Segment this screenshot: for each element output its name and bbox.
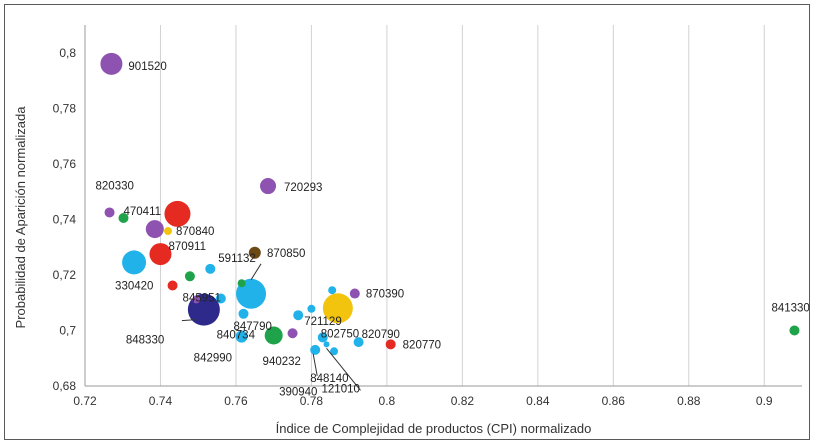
data-label: 940232 <box>263 356 301 368</box>
data-label: 820790 <box>362 329 400 341</box>
x-tick-label: 0.74 <box>149 394 173 408</box>
x-tick-label: 0.8 <box>379 394 396 408</box>
leader-line <box>326 348 361 391</box>
bubble-point <box>322 293 353 324</box>
data-label: 720293 <box>284 182 322 194</box>
bubble-point <box>293 310 304 321</box>
data-label: 848140 <box>310 373 348 385</box>
chart-frame: 0.72 0.74 0.76 0.78 0.8 0.82 0.84 0.86 0.88 0.9 0… <box>4 4 810 440</box>
y-tick-label: 0,72 <box>53 268 77 282</box>
bubble-point <box>184 271 195 282</box>
x-tick-label: 0.72 <box>73 394 97 408</box>
bubble-point <box>164 200 191 227</box>
x-tick-label: 0.78 <box>300 394 324 408</box>
bubble-point <box>118 212 129 223</box>
bubble-point <box>205 263 216 274</box>
bubble-point <box>260 178 277 195</box>
x-tick-label: 0.86 <box>602 394 626 408</box>
bubble-point <box>192 295 201 304</box>
data-label: 847790 <box>233 321 271 333</box>
bubble-point <box>100 52 123 75</box>
bubble-point <box>328 286 337 295</box>
bubble-point <box>248 246 261 259</box>
bubble-point <box>149 243 172 266</box>
bubble-point <box>317 332 328 343</box>
x-tick-label: 0.88 <box>677 394 701 408</box>
bubble-point <box>164 227 173 236</box>
y-tick-label: 0,68 <box>53 379 77 393</box>
leader-line <box>312 353 318 376</box>
bubble-point <box>287 328 298 339</box>
bubble-point <box>353 337 364 348</box>
y-tick-labels: 0,68 0,7 0,72 0,74 0,76 0,78 0,8 <box>53 46 77 393</box>
bubble-point <box>330 347 339 356</box>
data-label: 121010 <box>322 383 360 395</box>
bubble-point <box>310 344 321 355</box>
data-label: 802750 <box>321 328 359 340</box>
data-label: 842990 <box>194 352 232 364</box>
bubble-point <box>104 207 115 218</box>
x-axis-title: Índice de Complejidad de productos (CPI)… <box>276 421 592 436</box>
bubble-point <box>237 279 246 288</box>
data-label: 820330 <box>96 180 134 192</box>
bubble-point <box>349 288 360 299</box>
data-label: 470411 <box>123 206 161 218</box>
leader-line <box>181 319 196 322</box>
leader-line <box>250 263 262 281</box>
data-label: 901520 <box>128 61 166 73</box>
data-labels: 901520 720293 820330 470411 870840 870911 3304… <box>96 61 810 398</box>
bubbles <box>100 52 800 356</box>
data-label: 591132 <box>218 253 256 265</box>
data-label: 820770 <box>403 339 441 351</box>
bubble-point <box>264 326 283 345</box>
data-label: 840734 <box>217 330 256 342</box>
data-label: 870850 <box>267 248 305 260</box>
x-tick-label: 0.76 <box>224 394 248 408</box>
data-label: 870911 <box>168 241 206 253</box>
bubble-point <box>385 339 396 350</box>
bubble-point <box>145 220 164 239</box>
axes <box>84 25 802 387</box>
y-tick-label: 0,8 <box>59 46 76 60</box>
x-tick-label: 0.9 <box>756 394 773 408</box>
y-tick-label: 0,78 <box>53 101 77 115</box>
leader-lines <box>181 263 361 391</box>
data-label: 721129 <box>304 316 342 328</box>
data-label: 870390 <box>366 289 404 301</box>
data-label: 845951 <box>183 292 221 304</box>
data-label: 390940 <box>279 386 317 398</box>
x-tick-labels: 0.72 0.74 0.76 0.78 0.8 0.82 0.84 0.86 0.88 0.9 <box>73 394 773 408</box>
bubble-point <box>122 250 147 275</box>
y-tick-label: 0,76 <box>53 157 77 171</box>
data-label: 330420 <box>115 280 153 292</box>
bubble-point <box>215 293 226 304</box>
x-tick-label: 0.84 <box>526 394 550 408</box>
vertical-gridlines <box>84 25 765 386</box>
bubble-point <box>238 308 249 319</box>
bubble-point <box>323 341 330 348</box>
data-label: 870840 <box>176 226 214 238</box>
bubble-point <box>307 304 316 313</box>
y-tick-label: 0,74 <box>53 212 77 226</box>
data-label: 848330 <box>126 335 164 347</box>
y-tick-label: 0,7 <box>59 323 76 337</box>
x-tick-label: 0.82 <box>451 394 475 408</box>
bubble-point <box>235 330 248 343</box>
y-axis-title: Probabilidad de Aparición normalizada <box>13 106 28 329</box>
bubble-point <box>167 280 178 291</box>
bubble-chart: 0.72 0.74 0.76 0.78 0.8 0.82 0.84 0.86 0.88 0.9 0… <box>13 25 810 436</box>
bubble-point <box>789 325 800 336</box>
data-label: 841330 <box>771 302 809 314</box>
